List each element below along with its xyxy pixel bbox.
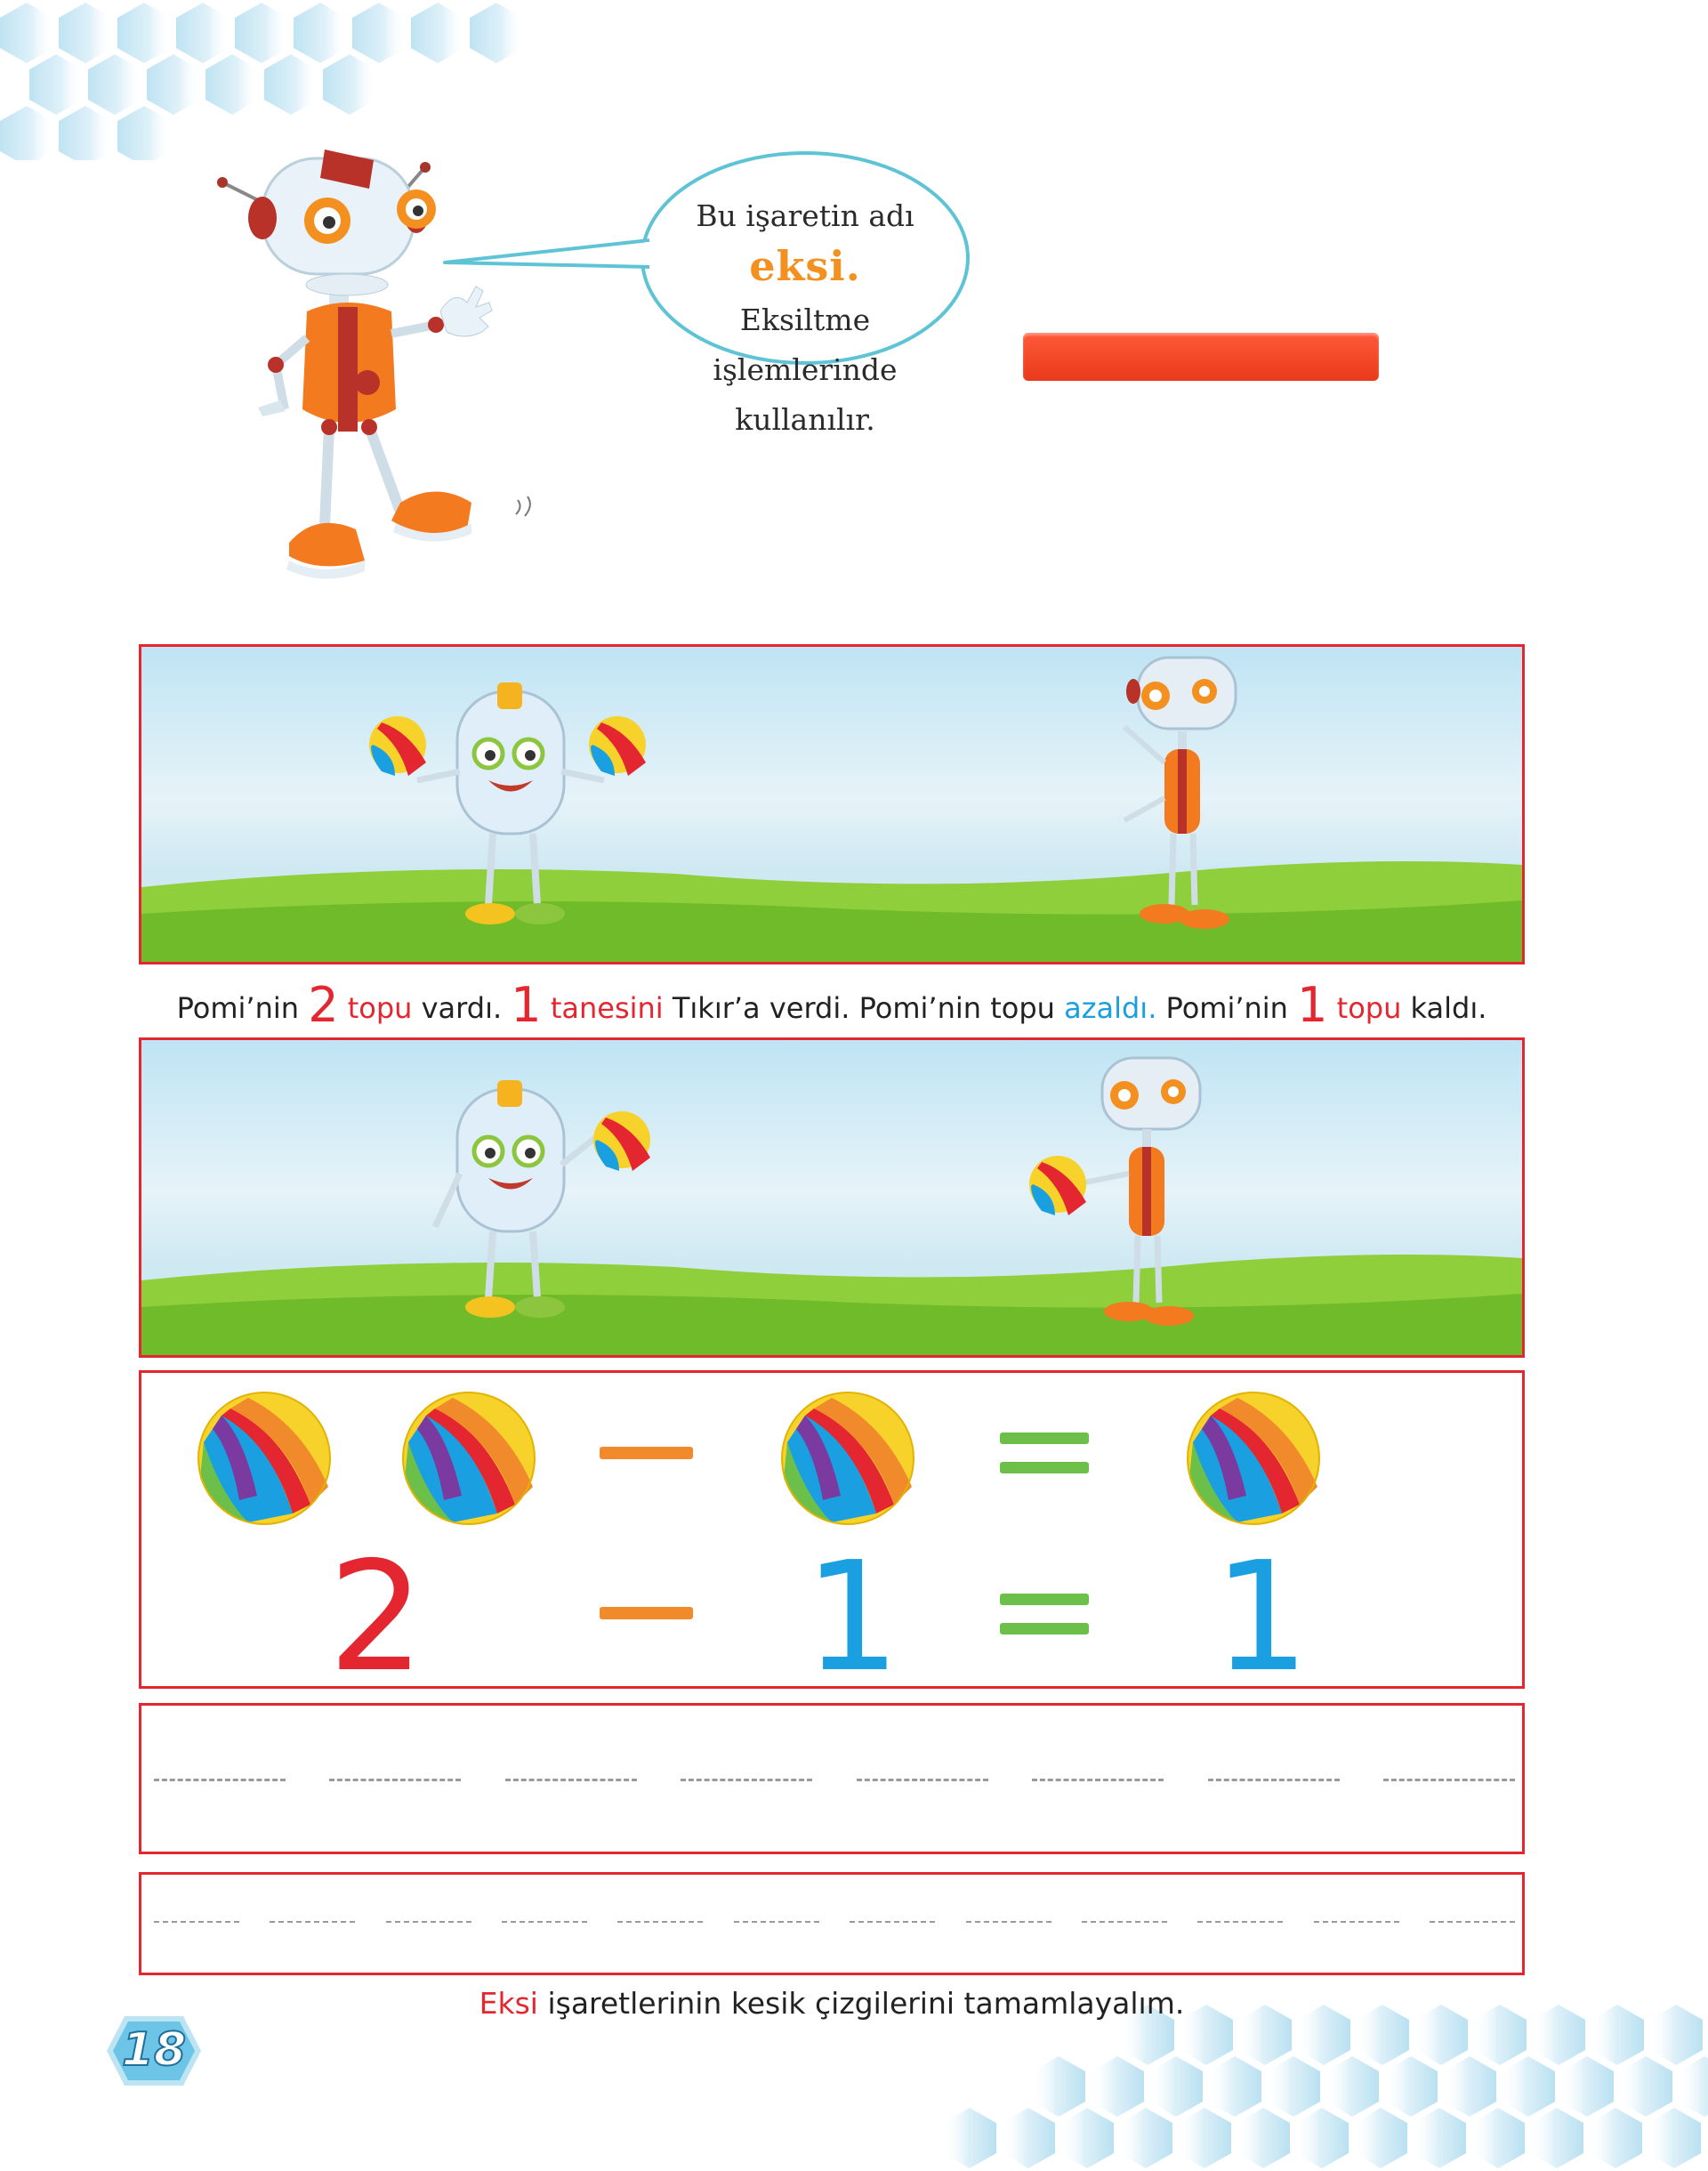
dashed-minus[interactable] [154,1921,239,1923]
dashed-minus[interactable] [733,1921,819,1923]
story-sentence: Pomi’nin 2 topu vardı. 1 tanesini Tıkır’… [139,977,1525,1033]
scene-1-illustration [141,656,1522,962]
equation-panel: 2 1 1 [139,1370,1525,1689]
dashed-minus[interactable] [329,1779,462,1781]
equation-second-number: 1 [804,1529,901,1689]
page-number-badge: 18 [105,2013,203,2089]
story-text-2: vardı. [412,991,512,1025]
dashed-minus[interactable] [270,1921,356,1923]
minus-sign-top [600,1447,693,1459]
story-word-topu-2: topu [1327,991,1402,1025]
page-number: 18 [121,2022,187,2078]
story-text-5: kaldı. [1401,991,1487,1025]
dashed-minus[interactable] [850,1921,936,1923]
story-text-3: Tıkır’a verdi. Pomi’nin topu [663,991,1065,1025]
minus-sign-bar [1023,333,1379,381]
dashed-minus[interactable] [1032,1779,1164,1781]
scene-panel-2 [139,1037,1525,1358]
dashed-minus[interactable] [1081,1921,1167,1923]
dashed-minus[interactable] [502,1921,588,1923]
instruction-text: Eksi işaretlerinin kesik çizgilerini tam… [139,1986,1525,2021]
ball-icon [781,1392,914,1525]
minus-sign-bottom [600,1607,693,1619]
bubble-highlight-eksi: eksi. [749,242,861,290]
equals-sign-bottom-1 [1000,1594,1089,1605]
bubble-line-1: Bu işaretin adı [696,198,914,233]
ball-icon [402,1392,536,1525]
dashed-minus[interactable] [681,1779,813,1781]
hexagon-pattern-top [0,3,523,160]
dashed-minus[interactable] [1429,1921,1515,1923]
pomi-robot-with-two-balls [369,682,646,924]
scene-2-illustration [141,1056,1522,1355]
pomi-robot-one-ball [431,1080,650,1318]
dashed-minus[interactable] [154,1779,286,1781]
story-number-2: 2 [308,977,339,1033]
instruction-rest: işaretlerinin kesik çizgilerini tamamlay… [537,1986,1185,2021]
dashed-minus[interactable] [856,1779,988,1781]
equals-sign-top-2 [1000,1462,1089,1473]
tracing-dashes-large [154,1779,1515,1781]
dashed-minus[interactable] [385,1921,471,1923]
tikir-robot-with-ball [1029,1056,1202,1326]
dashed-minus[interactable] [1382,1779,1515,1781]
story-text-4: Pomi’nin [1156,991,1298,1025]
dashed-minus[interactable] [1197,1921,1284,1923]
robot-tikir-illustration [217,149,531,579]
dashed-minus[interactable] [1313,1921,1399,1923]
bubble-line-2: Eksiltme işlemlerinde [713,303,898,387]
dashed-minus[interactable] [1207,1779,1340,1781]
tracing-dashes-small [154,1921,1515,1923]
scene-panel-1 [139,644,1525,964]
hexagon-pattern-bottom [943,2005,1708,2168]
equation-result-number: 1 [1213,1529,1310,1689]
story-word-topu: topu [338,991,413,1025]
tikir-robot-waving [1123,656,1237,929]
speech-bubble-text: Bu işaretin adı eksi. Eksiltme işlemleri… [645,191,965,445]
ball-icon [1187,1392,1320,1525]
dashed-minus[interactable] [965,1921,1051,1923]
equals-sign-bottom-2 [1000,1623,1089,1634]
story-number-1: 1 [511,977,542,1033]
tracing-panel-1 [139,1703,1525,1854]
story-text-1: Pomi’nin [176,991,309,1025]
story-word-tanesini: tanesini [541,991,664,1025]
ball-icon [197,1392,331,1525]
story-word-azaldi: azaldı. [1064,991,1157,1025]
equals-sign-top-1 [1000,1433,1089,1444]
dashed-minus[interactable] [504,1779,637,1781]
instruction-highlight: Eksi [479,1986,538,2021]
speech-bubble [443,151,970,365]
story-number-1b: 1 [1297,977,1328,1033]
bubble-line-3: kullanılır. [735,402,875,437]
dashed-minus[interactable] [617,1921,704,1923]
equation-first-number: 2 [328,1529,425,1689]
tracing-panel-2 [139,1872,1525,1975]
